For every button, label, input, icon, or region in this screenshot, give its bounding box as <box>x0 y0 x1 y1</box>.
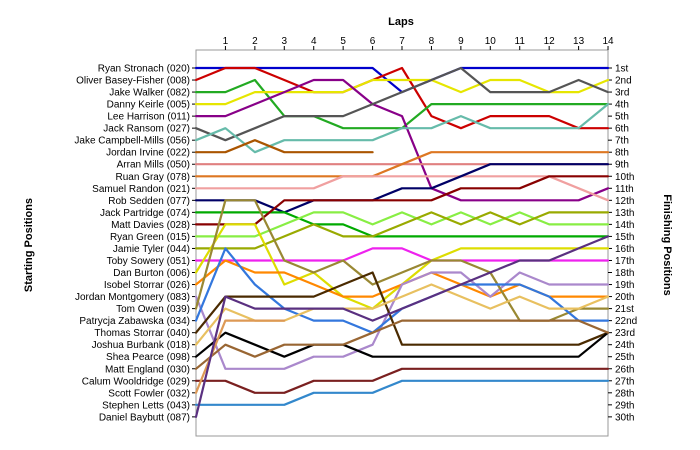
x-tick-label: 10 <box>485 36 497 47</box>
finishing-position-label: 28th <box>615 388 634 399</box>
driver-line <box>194 78 610 106</box>
driver-line <box>194 319 610 370</box>
starting-position-label: Lee Harrison (011) <box>107 112 190 123</box>
y-axis-label-right: Finishing Positions <box>661 194 673 295</box>
driver-line <box>194 151 610 178</box>
finishing-position-label: 22nd <box>615 316 637 327</box>
starting-position-label: Isobel Storrar (026) <box>104 280 190 291</box>
starting-position-label: Arran Mills (050) <box>117 160 190 171</box>
starting-position-label: Jack Partridge (074) <box>100 208 190 219</box>
x-tick-label: 14 <box>602 36 614 47</box>
starting-position-label: Scott Fowler (032) <box>108 388 190 399</box>
driver-line <box>194 139 374 154</box>
starting-position-label: Matt England (030) <box>105 364 190 375</box>
driver-line <box>194 78 610 202</box>
x-tick-label: 12 <box>544 36 556 47</box>
starting-position-label: Shea Pearce (098) <box>106 352 190 363</box>
finishing-position-label: 9th <box>615 160 629 171</box>
x-tick-label: 3 <box>282 36 288 47</box>
finishing-position-label: 12th <box>615 196 634 207</box>
finishing-position-label: 7th <box>615 136 629 147</box>
starting-position-label: Dan Burton (006) <box>113 268 190 279</box>
finishing-position-label: 23rd <box>615 328 635 339</box>
finishing-position-label: 27th <box>615 376 634 387</box>
starting-position-label: Stephen Letts (043) <box>102 400 190 411</box>
x-tick-label: 5 <box>340 36 346 47</box>
driver-line <box>194 331 610 358</box>
finishing-position-label: 18th <box>615 268 634 279</box>
x-tick-label: 13 <box>573 36 585 47</box>
starting-position-label: Jamie Tyler (044) <box>113 244 190 255</box>
driver-line <box>194 211 610 238</box>
starting-position-label: Rob Sedden (077) <box>108 196 190 207</box>
starting-position-label: Calum Wooldridge (029) <box>82 376 190 387</box>
driver-line <box>194 211 610 238</box>
plot-frame <box>195 49 609 437</box>
starting-position-label: Jake Walker (082) <box>109 88 190 99</box>
finishing-position-label: 30th <box>615 412 634 423</box>
finishing-position-label: 15th <box>615 232 634 243</box>
starting-position-label: Joshua Burbank (018) <box>92 340 190 351</box>
starting-position-label: Jake Campbell-Mills (056) <box>74 136 190 147</box>
driver-line <box>194 379 610 406</box>
finishing-position-label: 17th <box>615 256 634 267</box>
driver-line <box>194 367 610 394</box>
finishing-position-label: 21st <box>615 304 634 315</box>
driver-line <box>194 271 610 370</box>
finishing-position-label: 25th <box>615 352 634 363</box>
finishing-position-label: 6th <box>615 124 629 135</box>
finishing-position-label: 5th <box>615 112 629 123</box>
finishing-position-label: 2nd <box>615 76 632 87</box>
x-tick-label: 8 <box>429 36 435 47</box>
starting-position-label: Daniel Baybutt (087) <box>99 412 190 423</box>
x-tick-label: 1 <box>223 36 229 47</box>
starting-position-label: Patrycja Zabawska (034) <box>79 316 190 327</box>
x-tick-label: 2 <box>252 36 258 47</box>
starting-position-label: Samuel Randon (021) <box>92 184 190 195</box>
starting-position-label: Jordan Irvine (022) <box>106 148 190 159</box>
starting-position-label: Danny Keirle (005) <box>107 100 190 111</box>
finishing-position-label: 10th <box>615 172 634 183</box>
x-tick-label: 9 <box>458 36 464 47</box>
finishing-position-label: 20th <box>615 292 634 303</box>
driver-line <box>194 175 610 226</box>
driver-line <box>194 271 610 346</box>
starting-position-label: Ruan Gray (078) <box>116 172 190 183</box>
y-axis-label-left: Starting Positions <box>23 198 35 292</box>
driver-line <box>194 235 610 418</box>
finishing-position-label: 4th <box>615 100 629 111</box>
driver-line <box>194 66 610 130</box>
starting-position-label: Jordan Montgomery (083) <box>75 292 190 303</box>
x-tick-label: 11 <box>515 36 526 47</box>
starting-position-label: Oliver Basey-Fisher (008) <box>76 76 190 87</box>
finishing-position-label: 24th <box>615 340 634 351</box>
chart-title: Laps <box>388 16 414 28</box>
finishing-position-label: 11th <box>615 184 634 195</box>
finishing-position-label: 19th <box>615 280 634 291</box>
finishing-position-label: 8th <box>615 148 629 159</box>
driver-line <box>194 163 610 214</box>
driver-line <box>194 103 610 154</box>
starting-position-label: Jack Ransom (027) <box>103 124 190 135</box>
finishing-position-label: 29th <box>615 400 634 411</box>
starting-position-label: Matt Davies (028) <box>111 220 190 231</box>
finishing-position-label: 16th <box>615 244 634 255</box>
x-tick-label: 7 <box>399 36 405 47</box>
finishing-position-label: 14th <box>615 220 634 231</box>
driver-line <box>194 175 610 202</box>
x-tick-label: 4 <box>311 36 317 47</box>
starting-position-label: Ryan Stronach (020) <box>98 64 190 75</box>
starting-position-label: Thomas Storrar (040) <box>94 328 190 339</box>
starting-position-label: Tom Owen (039) <box>116 304 190 315</box>
starting-position-label: Toby Sowery (051) <box>107 256 190 267</box>
finishing-position-label: 3rd <box>615 88 629 99</box>
finishing-position-label: 1st <box>615 64 629 75</box>
x-tick-label: 6 <box>370 36 376 47</box>
starting-position-label: Ryan Green (015) <box>110 232 190 243</box>
finishing-position-label: 26th <box>615 364 634 375</box>
finishing-position-label: 13th <box>615 208 634 219</box>
driver-line <box>194 66 610 142</box>
